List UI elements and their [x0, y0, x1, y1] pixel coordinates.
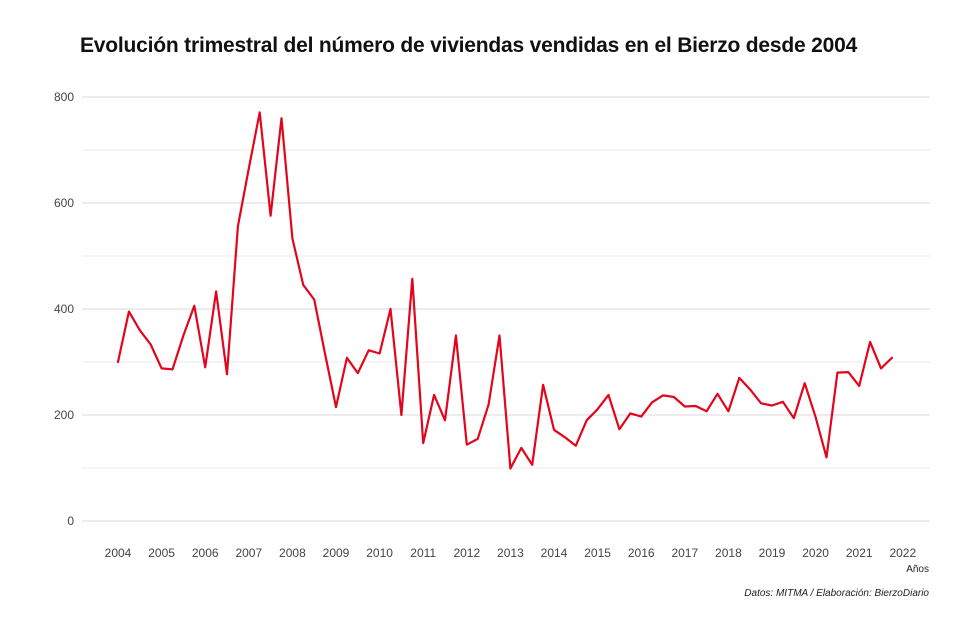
x-tick-label: 2005 [148, 546, 175, 560]
x-axis-label: Años [906, 564, 929, 575]
x-tick-label: 2008 [279, 546, 306, 560]
series-line [116, 111, 894, 470]
x-tick-label: 2012 [453, 546, 480, 560]
chart-caption: Datos: MITMA / Elaboración: BierzoDiario [744, 588, 929, 599]
x-tick-label: 2007 [235, 546, 262, 560]
x-tick-label: 2015 [584, 546, 611, 560]
y-tick-label: 400 [54, 302, 74, 316]
x-tick-label: 2021 [846, 546, 873, 560]
x-tick-label: 2019 [759, 546, 786, 560]
x-tick-label: 2006 [192, 546, 219, 560]
x-tick-label: 2004 [105, 546, 132, 560]
x-tick-label: 2018 [715, 546, 742, 560]
x-tick-label: 2013 [497, 546, 524, 560]
y-tick-label: 800 [54, 90, 74, 104]
y-tick-label: 0 [67, 514, 74, 528]
x-tick-label: 2011 [410, 546, 436, 560]
y-axis-ticks: 0 200 400 600 800 [54, 90, 74, 528]
x-tick-label: 2022 [889, 546, 916, 560]
x-tick-label: 2017 [671, 546, 698, 560]
x-tick-label: 2014 [541, 546, 568, 560]
y-tick-label: 200 [54, 408, 74, 422]
y-tick-label: 600 [54, 196, 74, 210]
chart-title: Evolución trimestral del número de vivie… [80, 34, 858, 57]
x-tick-label: 2016 [628, 546, 655, 560]
x-tick-label: 2020 [802, 546, 829, 560]
gridlines [82, 96, 930, 522]
x-axis-ticks: 2004 2005 2006 2007 2008 2009 2010 2011 2012 2013… [105, 546, 917, 560]
series-layer [116, 111, 894, 470]
x-tick-label: 2009 [323, 546, 350, 560]
x-tick-label: 2010 [366, 546, 393, 560]
